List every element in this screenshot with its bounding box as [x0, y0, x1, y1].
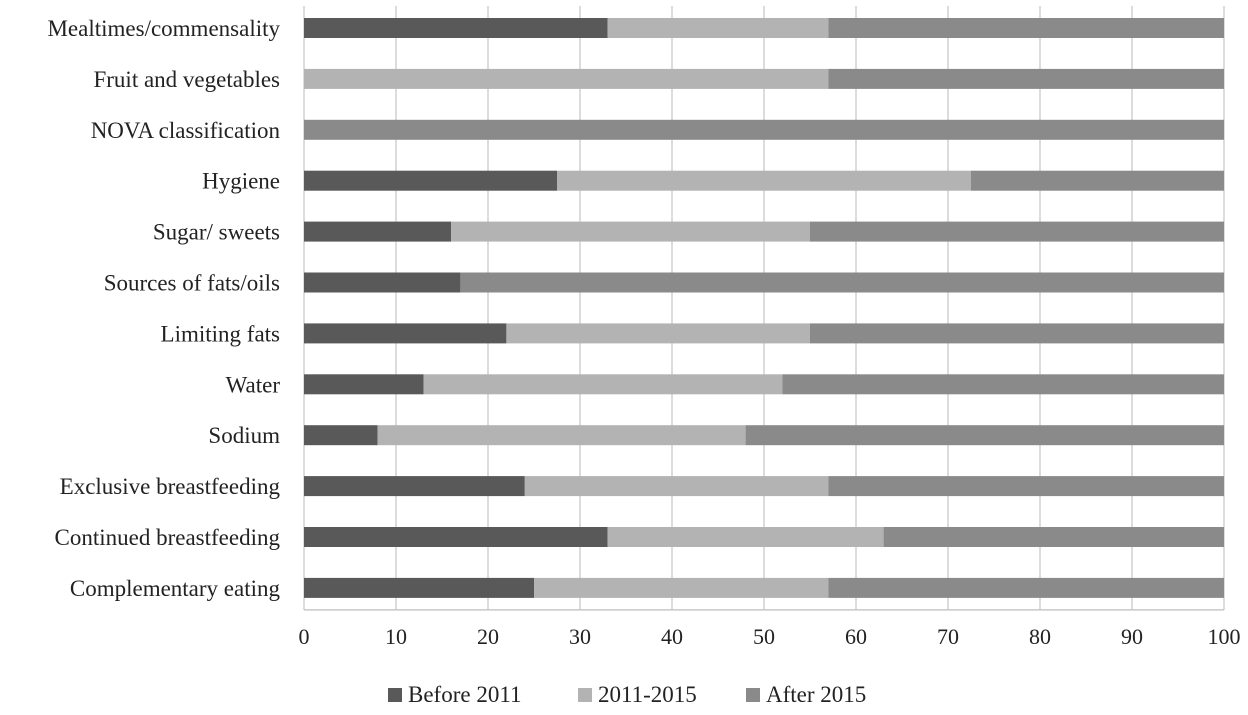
x-tick-label: 30: [569, 624, 591, 649]
category-label: Exclusive breastfeeding: [60, 474, 281, 499]
x-tick-label: 0: [299, 624, 310, 649]
bar-segment: [304, 374, 424, 395]
bar-segment: [971, 170, 1224, 191]
bar-segment: [304, 170, 557, 191]
category-label: Water: [226, 372, 281, 397]
legend-label: After 2015: [766, 682, 866, 707]
bar-segment: [828, 18, 1224, 38]
bar-segment: [451, 221, 810, 242]
x-tick-label: 40: [661, 624, 683, 649]
bar-segment: [607, 527, 884, 547]
bar-segment: [557, 170, 971, 191]
bar-segment: [304, 476, 525, 497]
legend-swatch: [746, 688, 760, 702]
x-tick-label: 90: [1121, 624, 1143, 649]
bar-segment: [304, 221, 452, 242]
bar-segment: [828, 476, 1224, 497]
category-label: Continued breastfeeding: [55, 525, 281, 550]
bar-segment: [460, 272, 1224, 293]
category-label: Sources of fats/oils: [104, 271, 280, 296]
x-tick-label: 50: [753, 624, 775, 649]
x-tick-label: 60: [845, 624, 867, 649]
x-tick-label: 80: [1029, 624, 1051, 649]
category-label: Complementary eating: [70, 576, 281, 601]
bar-segment: [304, 68, 829, 89]
legend-swatch: [388, 688, 402, 702]
bar-segment: [883, 527, 1224, 547]
bar-segment: [304, 425, 378, 446]
x-tick-label: 70: [937, 624, 959, 649]
category-label: Limiting fats: [161, 321, 281, 346]
bar-segment: [423, 374, 783, 395]
x-tick-label: 10: [385, 624, 407, 649]
category-labels: Mealtimes/commensality Fruit and vegetabl…: [47, 16, 280, 601]
category-label: Mealtimes/commensality: [47, 16, 280, 41]
bar-segment: [534, 577, 829, 598]
bar-segment: [304, 272, 461, 293]
legend-label: 2011-2015: [598, 682, 697, 707]
x-tick-label: 20: [477, 624, 499, 649]
bar-segment: [304, 527, 608, 547]
bar-layer: [304, 18, 1224, 598]
grid-layer: [303, 6, 1225, 610]
category-label: Hygiene: [202, 169, 280, 194]
bar-segment: [745, 425, 1224, 446]
x-tick-labels: 0 10 20 30 40 50 60 70 80 90 100: [299, 624, 1241, 649]
category-label: Sugar/ sweets: [153, 220, 280, 245]
x-tick-label: 100: [1208, 624, 1241, 649]
legend: Before 2011 2011-2015 After 2015: [388, 682, 866, 707]
bar-segment: [828, 68, 1224, 89]
legend-label: Before 2011: [408, 682, 521, 707]
bar-segment: [810, 323, 1224, 344]
bar-segment: [304, 577, 534, 598]
bar-segment: [607, 18, 829, 38]
bar-segment: [828, 577, 1224, 598]
bar-segment: [304, 323, 507, 344]
legend-swatch: [578, 688, 592, 702]
category-label: Fruit and vegetables: [93, 67, 280, 92]
bar-segment: [810, 221, 1224, 242]
bar-segment: [524, 476, 829, 497]
bar-segment: [782, 374, 1224, 395]
bar-segment: [377, 425, 746, 446]
bar-segment: [304, 119, 1224, 140]
category-label: NOVA classification: [91, 118, 281, 143]
bar-segment: [304, 18, 608, 38]
category-label: Sodium: [208, 423, 280, 448]
bar-segment: [506, 323, 810, 344]
